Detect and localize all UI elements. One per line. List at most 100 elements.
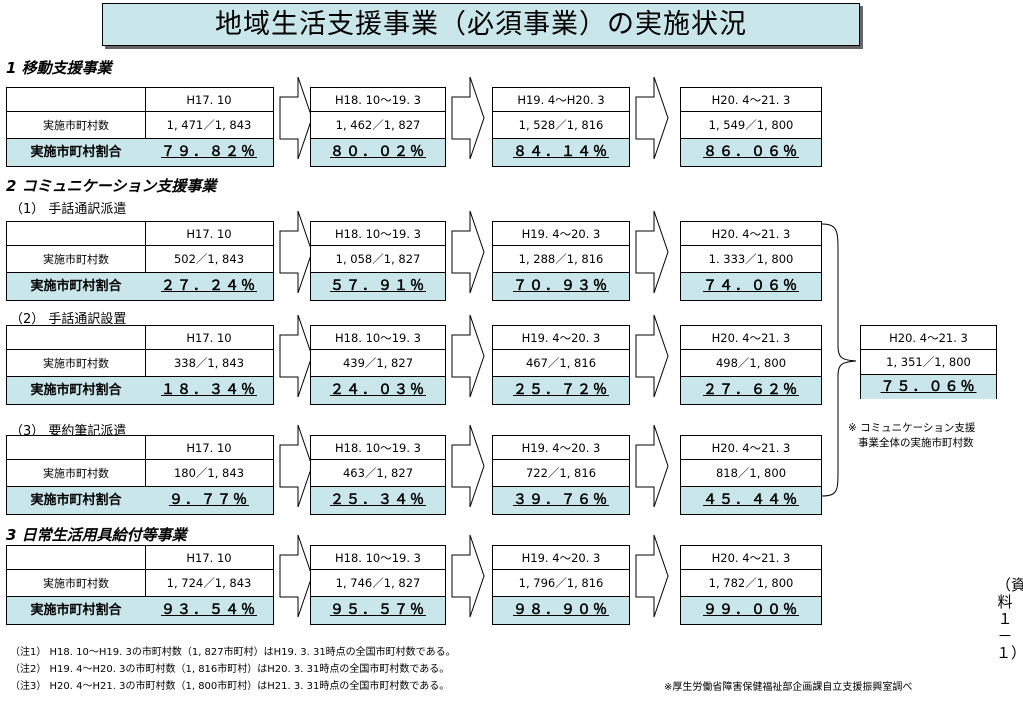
pct-cell: ９．７７％ [145, 487, 273, 514]
group-brace [821, 223, 857, 497]
count-cell: 180／1, 843 [145, 460, 273, 487]
values-column: H17. 10 1, 471／1, 843 ７９．８２％ [145, 88, 273, 166]
period-cell: H20. 4～21. 3 [681, 222, 821, 246]
pct-cell: ２５．３４％ [311, 487, 445, 514]
footnote-1: （注1） H18. 10～H19. 3の市町村数（1, 827市町村）はH19.… [10, 647, 456, 658]
table-nichijou-col-4: H20. 4～21. 3 1, 782／1, 800 ９９．００％ [680, 545, 822, 625]
row-label-blank [7, 326, 145, 350]
table-shuwa-secchi-col-2: H18. 10～19. 3 439／1, 827 ２４．０３％ [310, 325, 446, 405]
period-cell: H18. 10～19. 3 [311, 326, 445, 350]
flow-arrow [279, 314, 313, 398]
summary-pct: ７５．０６％ [861, 375, 996, 399]
count-cell: 1, 288／1, 816 [493, 246, 629, 273]
pct-cell: ５７．９１％ [311, 273, 445, 300]
flow-arrow [451, 210, 485, 294]
table-youyaku-col-2: H18. 10～19. 3 463／1, 827 ２５．３４％ [310, 435, 446, 515]
pct-cell: ２５．７２％ [493, 377, 629, 404]
count-cell: 439／1, 827 [311, 350, 445, 377]
document-id: （資料１－１） [996, 576, 1023, 662]
row-label-blank [7, 222, 145, 246]
table-shuwa-haken-col-4: H20. 4～21. 3 1. 333／1, 800 ７４．０６％ [680, 221, 822, 301]
period-cell: H18. 10～19. 3 [311, 546, 445, 570]
table-idou-col-3: H19. 4～H20. 3 1, 528／1, 816 ８４．１４％ [492, 87, 630, 167]
flow-arrow [279, 210, 313, 294]
page-title: 地域生活支援事業（必須事業）の実施状況 [102, 3, 860, 46]
period-cell: H20. 4～21. 3 [681, 546, 821, 570]
section-3-heading: 3 日常生活用具給付等事業 [6, 526, 187, 544]
row-label-blank [7, 436, 145, 460]
table-idou-col-1: 実施市町村数 実施市町村割合 H17. 10 1, 471／1, 843 ７９．８２％ [6, 87, 274, 167]
pct-cell: １８．３４％ [145, 377, 273, 404]
table-shuwa-secchi-col-4: H20. 4～21. 3 498／1, 800 ２７．６２％ [680, 325, 822, 405]
table-shuwa-haken-col-2: H18. 10～19. 3 1, 058／1, 827 ５７．９１％ [310, 221, 446, 301]
period-cell: H19. 4～H20. 3 [493, 88, 629, 112]
period-cell: H17. 10 [145, 326, 273, 350]
summary-note-2: 事業全体の実施市町村数 [858, 437, 974, 449]
flow-arrow [635, 534, 669, 618]
row-label-pct: 実施市町村割合 [7, 377, 145, 404]
period-cell: H19. 4～20. 3 [493, 222, 629, 246]
values-column: H17. 10 1, 724／1, 843 ９３．５４％ [145, 546, 273, 624]
count-cell: 1, 528／1, 816 [493, 112, 629, 139]
count-cell: 1, 724／1, 843 [145, 570, 273, 597]
table-idou-col-4: H20. 4～21. 3 1, 549／1, 800 ８６．０６％ [680, 87, 822, 167]
row-label-column: 実施市町村数 実施市町村割合 [7, 326, 146, 404]
period-cell: H17. 10 [145, 222, 273, 246]
pct-cell: ７０．９３％ [493, 273, 629, 300]
summary-period: H20. 4～21. 3 [861, 326, 996, 350]
period-cell: H20. 4～21. 3 [681, 436, 821, 460]
table-youyaku-col-3: H19. 4～20. 3 722／1, 816 ３９．７６％ [492, 435, 630, 515]
pct-cell: ７９．８２％ [145, 139, 273, 166]
pct-cell: ４５．４４％ [681, 487, 821, 514]
pct-cell: ８４．１４％ [493, 139, 629, 166]
pct-cell: ９３．５４％ [145, 597, 273, 624]
pct-cell: ２４．０３％ [311, 377, 445, 404]
table-shuwa-haken-col-3: H19. 4～20. 3 1, 288／1, 816 ７０．９３％ [492, 221, 630, 301]
section-1-heading: 1 移動支援事業 [6, 59, 112, 77]
pct-cell: ９５．５７％ [311, 597, 445, 624]
count-cell: 1, 782／1, 800 [681, 570, 821, 597]
row-label-count: 実施市町村数 [7, 350, 145, 377]
row-label-count: 実施市町村数 [7, 460, 145, 487]
summary-count: 1, 351／1, 800 [861, 350, 996, 375]
count-cell: 467／1, 816 [493, 350, 629, 377]
summary-note-1: ※ コミュニケーション支援 [848, 422, 976, 434]
summary-box: H20. 4～21. 3 1, 351／1, 800 ７５．０６％ [860, 325, 997, 399]
period-cell: H20. 4～21. 3 [681, 326, 821, 350]
flow-arrow [451, 314, 485, 398]
flow-arrow [635, 76, 669, 160]
table-nichijou-col-2: H18. 10～19. 3 1, 746／1, 827 ９５．５７％ [310, 545, 446, 625]
period-cell: H18. 10～19. 3 [311, 222, 445, 246]
values-column: H17. 10 180／1, 843 ９．７７％ [145, 436, 273, 514]
row-label-pct: 実施市町村割合 [7, 487, 145, 514]
footnote-2: （注2） H19. 4～H20. 3の市町村数（1, 816市町村）はH20. … [10, 664, 450, 675]
flow-arrow [635, 314, 669, 398]
flow-arrow [451, 424, 485, 508]
row-label-count: 実施市町村数 [7, 112, 145, 139]
flow-arrow [279, 424, 313, 508]
count-cell: 1, 471／1, 843 [145, 112, 273, 139]
period-cell: H18. 10～19. 3 [311, 88, 445, 112]
flow-arrow [635, 424, 669, 508]
period-cell: H17. 10 [145, 546, 273, 570]
pct-cell: ２７．２４％ [145, 273, 273, 300]
flow-arrow [279, 534, 313, 618]
period-cell: H18. 10～19. 3 [311, 436, 445, 460]
flow-arrow [451, 76, 485, 160]
row-label-column: 実施市町村数 実施市町村割合 [7, 546, 146, 624]
pct-cell: ３９．７６％ [493, 487, 629, 514]
period-cell: H20. 4～21. 3 [681, 88, 821, 112]
pct-cell: ８６．０６％ [681, 139, 821, 166]
subsection-2-heading: （2） 手話通訳設置 [10, 312, 127, 327]
count-cell: 1, 058／1, 827 [311, 246, 445, 273]
table-shuwa-secchi-col-3: H19. 4～20. 3 467／1, 816 ２５．７２％ [492, 325, 630, 405]
pct-cell: ２７．６２％ [681, 377, 821, 404]
count-cell: 463／1, 827 [311, 460, 445, 487]
flow-arrow [635, 210, 669, 294]
table-nichijou-col-1: 実施市町村数 実施市町村割合 H17. 10 1, 724／1, 843 ９３．５４％ [6, 545, 274, 625]
table-youyaku-col-4: H20. 4～21. 3 818／1, 800 ４５．４４％ [680, 435, 822, 515]
period-cell: H17. 10 [145, 436, 273, 460]
count-cell: 1, 462／1, 827 [311, 112, 445, 139]
table-shuwa-secchi-col-1: 実施市町村数 実施市町村割合 H17. 10 338／1, 843 １８．３４％ [6, 325, 274, 405]
pct-cell: ９８．９０％ [493, 597, 629, 624]
